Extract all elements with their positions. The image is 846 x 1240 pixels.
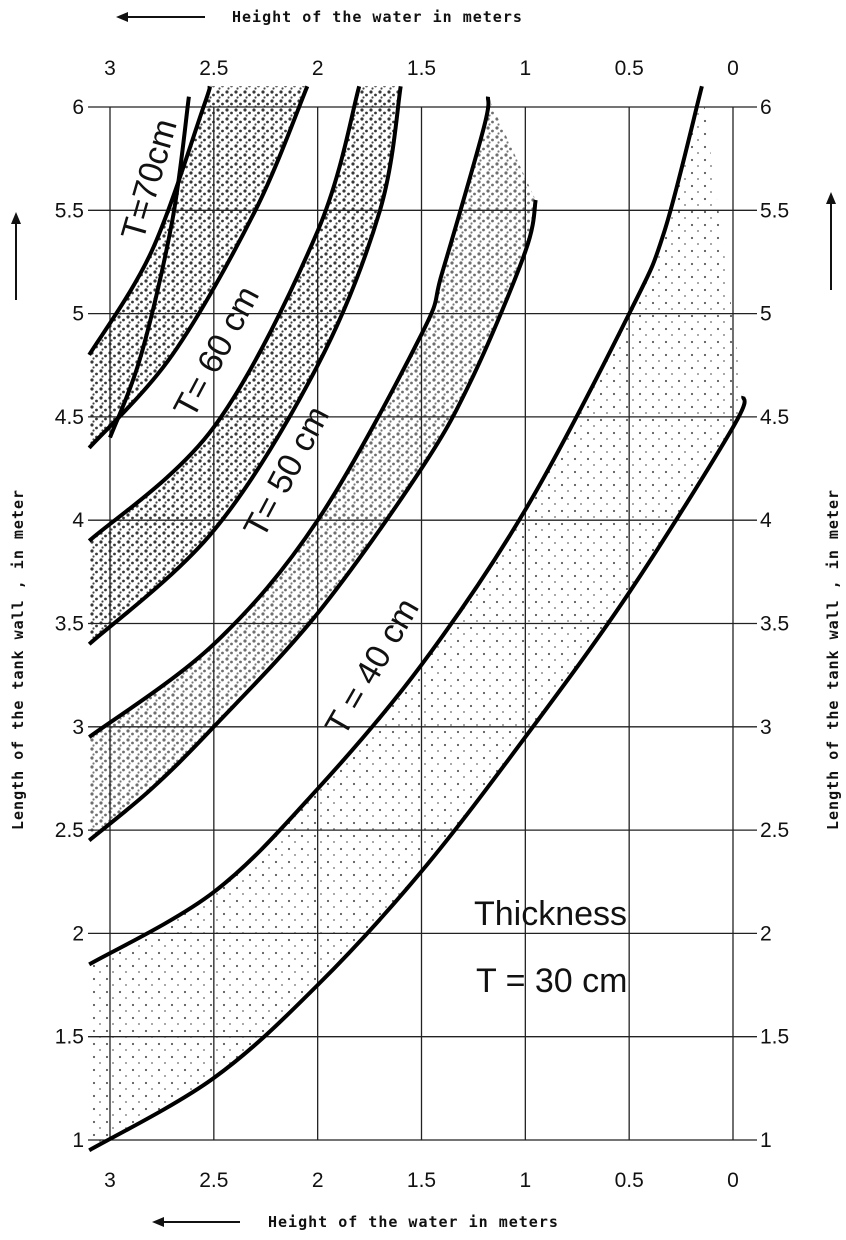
y-tick-left-5: 5 (72, 303, 84, 326)
y-tick-left-2: 2 (72, 922, 84, 945)
x-tick-bottom-2.5: 2.5 (199, 1169, 228, 1192)
curve-t-50cm-outer (87, 85, 403, 646)
grid (88, 106, 757, 1141)
curve-t-70cm-outer (108, 96, 191, 439)
y-tick-right-3.5: 3.5 (760, 613, 789, 636)
bottom-axis-title-group: Height of the water in meters (152, 1213, 559, 1231)
x-tick-bottom-1: 1 (519, 1169, 531, 1192)
band-fill-t-40cm (89, 96, 536, 841)
y-tick-right-6: 6 (760, 96, 772, 119)
curves (87, 85, 747, 1153)
y-tick-left-1: 1 (72, 1129, 84, 1152)
x-tick-bottom-2: 2 (312, 1169, 324, 1192)
band-fill-t-60cm (89, 86, 308, 448)
curve-t-40cm-inner (88, 96, 491, 739)
top-axis-title: Height of the water in meters (232, 8, 523, 26)
x-tick-top-1: 1 (519, 57, 531, 80)
y-tick-right-3: 3 (760, 716, 772, 739)
right-axis-arrowhead (826, 192, 836, 204)
concrete-band-fills (89, 86, 745, 1151)
curve-t-50cm-inner (87, 85, 362, 543)
y-tick-left-6: 6 (72, 96, 84, 119)
curve-t-30cm-inner (88, 85, 704, 967)
curve-t-40cm-outer (87, 199, 538, 842)
y-tick-right-4: 4 (760, 509, 772, 532)
y-tick-right-5.5: 5.5 (760, 199, 789, 222)
y-tick-left-1.5: 1.5 (55, 1026, 84, 1049)
top-axis-title-group: Height of the water in meters (116, 8, 523, 26)
band-fill-t-50cm (89, 86, 401, 645)
x-tick-top-3: 3 (104, 57, 116, 80)
curve-t-60cm-outer (87, 85, 310, 450)
y-tick-left-4: 4 (72, 509, 84, 532)
y-tick-left-3.5: 3.5 (55, 613, 84, 636)
y-tick-right-2.5: 2.5 (760, 819, 789, 842)
y-tick-right-1: 1 (760, 1129, 772, 1152)
annotation-thickness: Thickness (474, 895, 627, 933)
y-tick-right-4.5: 4.5 (760, 406, 789, 429)
y-tick-left-3: 3 (72, 716, 84, 739)
curve-t-30cm-outer (88, 395, 747, 1153)
x-tick-top-1.5: 1.5 (407, 57, 436, 80)
x-tick-bottom-3: 3 (104, 1169, 116, 1192)
y-tick-right-1.5: 1.5 (760, 1026, 789, 1049)
x-tick-top-2.5: 2.5 (199, 57, 228, 80)
x-tick-bottom-0: 0 (727, 1169, 739, 1192)
y-tick-right-2: 2 (760, 922, 772, 945)
left-axis-title-group: Length of the tank wall , in meter (9, 212, 27, 830)
annotation-t30: T = 30 cm (476, 962, 628, 1000)
left-axis-arrowhead (11, 212, 21, 224)
x-tick-top-0: 0 (727, 57, 739, 80)
bottom-axis-arrowhead (152, 1217, 164, 1227)
y-tick-left-5.5: 5.5 (55, 199, 84, 222)
bottom-axis-title: Height of the water in meters (268, 1213, 559, 1231)
y-tick-left-4.5: 4.5 (55, 406, 84, 429)
right-axis-title-group: Length of the tank wall , in meter (824, 192, 842, 830)
y-tick-right-5: 5 (760, 303, 772, 326)
right-axis-title: Length of the tank wall , in meter (824, 489, 842, 830)
top-axis-arrowhead (116, 12, 128, 22)
x-tick-top-0.5: 0.5 (615, 57, 644, 80)
x-tick-bottom-1.5: 1.5 (407, 1169, 436, 1192)
curve-t-60cm-inner (87, 85, 212, 356)
x-tick-bottom-0.5: 0.5 (615, 1169, 644, 1192)
band-fill-t-30cm (89, 86, 745, 1151)
x-tick-top-2: 2 (312, 57, 324, 80)
y-tick-left-2.5: 2.5 (55, 819, 84, 842)
left-axis-title: Length of the tank wall , in meter (9, 489, 27, 830)
